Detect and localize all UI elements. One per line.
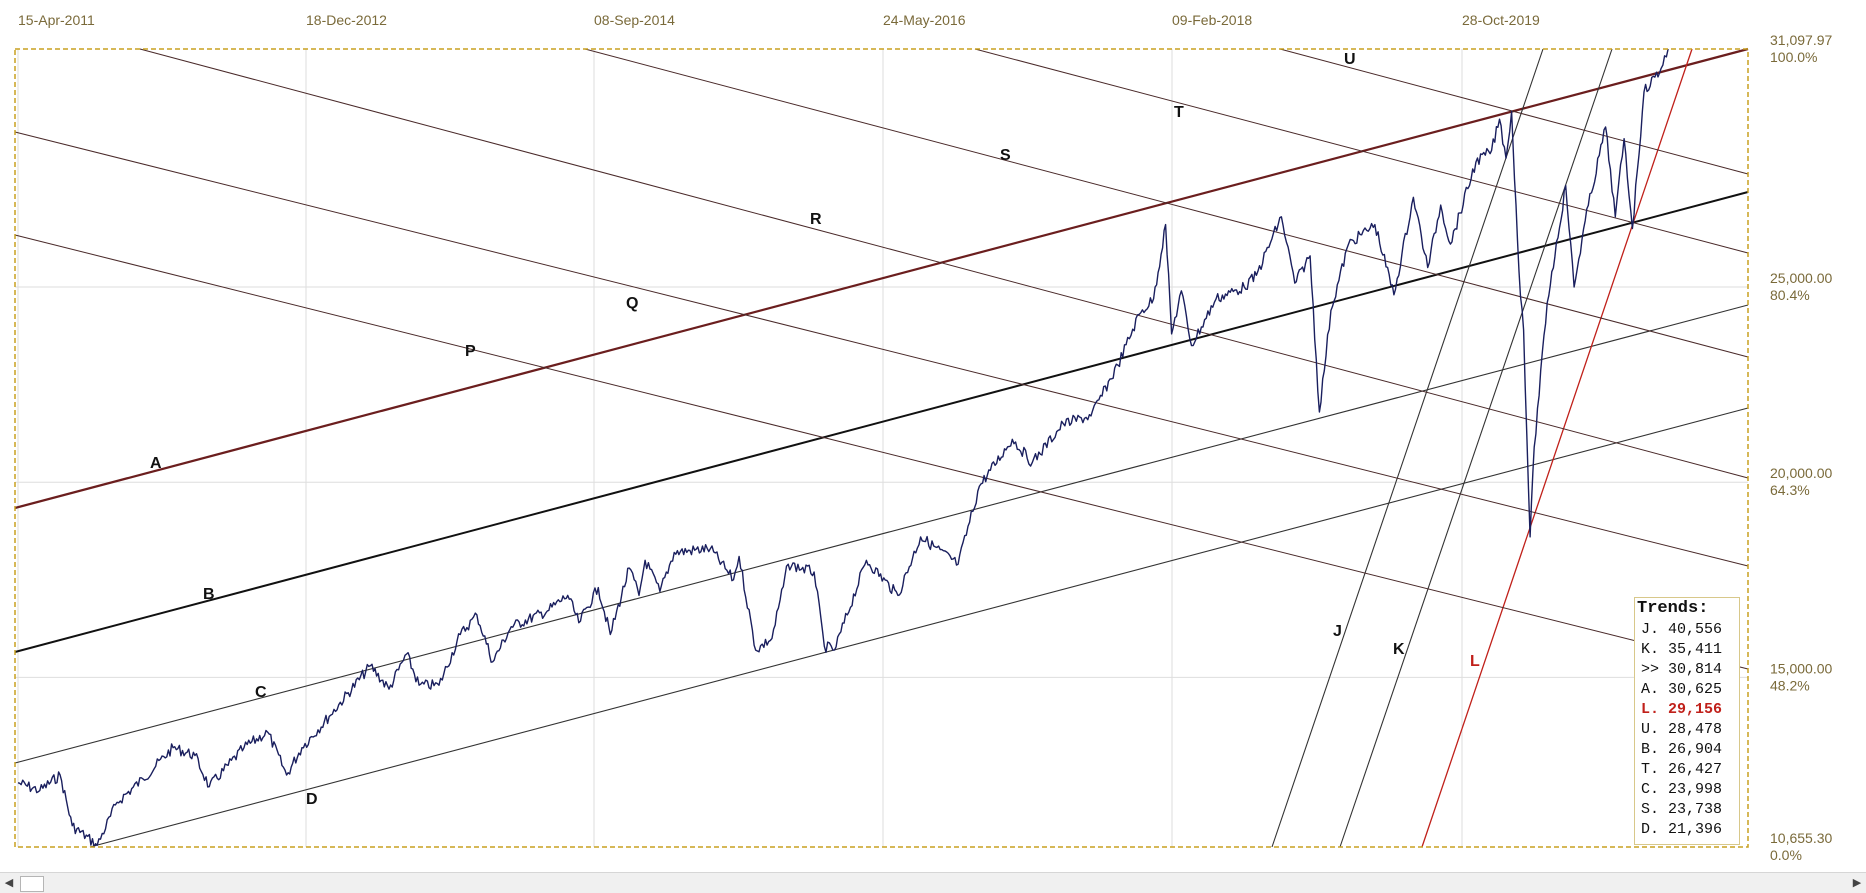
trend-line-label-u: U bbox=[1344, 51, 1356, 68]
grid-layer bbox=[15, 49, 1748, 847]
trend-line-d bbox=[89, 407, 1749, 848]
trend-row: U. 28,478 bbox=[1641, 721, 1723, 738]
trends-panel: Trends: J. 40,556 K. 35,411 >> 30,814 A. 30… bbox=[1634, 597, 1740, 845]
chart-canvas[interactable]: 15-Apr-2011 18-Dec-2012 08-Sep-2014 24-May-… bbox=[0, 0, 1866, 872]
y-tick-percent: 48.2% bbox=[1770, 677, 1810, 693]
trend-row: D. 21,396 bbox=[1641, 821, 1723, 838]
y-tick-percent: 80.4% bbox=[1770, 287, 1810, 303]
trend-row: B. 26,904 bbox=[1641, 741, 1723, 758]
trend-line-p bbox=[14, 234, 1749, 670]
trends-list: J. 40,556 K. 35,411 >> 30,814 A. 30,625 L. 2… bbox=[1635, 620, 1739, 840]
trend-line-label-c: C bbox=[255, 684, 267, 701]
trend-row: T. 26,427 bbox=[1641, 761, 1723, 778]
trend-line-label-d: D bbox=[306, 791, 318, 808]
trend-line-label-a: A bbox=[150, 455, 162, 472]
scroll-right-arrow-icon[interactable]: ▶ bbox=[1852, 877, 1862, 889]
trend-line-t bbox=[974, 48, 1749, 254]
x-tick-label: 15-Apr-2011 bbox=[18, 12, 95, 28]
trend-line-j bbox=[1271, 48, 1544, 848]
trend-row: A. 30,625 bbox=[1641, 681, 1723, 698]
trend-line-u bbox=[1279, 48, 1749, 175]
trend-row: >> 30,814 bbox=[1641, 661, 1723, 678]
trend-line-label-l: L bbox=[1470, 653, 1480, 670]
trends-title: Trends: bbox=[1637, 599, 1709, 618]
y-tick-label: 20,000.00 bbox=[1770, 465, 1832, 481]
y-tick-label: 25,000.00 bbox=[1770, 270, 1832, 286]
trend-line-s bbox=[584, 48, 1749, 358]
y-tick-percent: 64.3% bbox=[1770, 482, 1810, 498]
trend-row: S. 23,738 bbox=[1641, 801, 1723, 818]
trend-line-label-k: K bbox=[1393, 641, 1405, 658]
trend-line-q bbox=[14, 131, 1749, 567]
trend-line-k bbox=[1339, 48, 1613, 848]
trend-row: L. 29,156 bbox=[1641, 701, 1723, 718]
trend-line-labels: A B C D J K L P Q R S T U bbox=[150, 51, 1480, 808]
price-line bbox=[17, 48, 1669, 848]
trend-line-label-s: S bbox=[1000, 147, 1011, 164]
trend-line-label-b: B bbox=[203, 586, 215, 603]
horizontal-scrollbar[interactable]: ◀ ▶ bbox=[0, 872, 1866, 893]
trend-line-label-j: J bbox=[1333, 623, 1342, 640]
chart-background bbox=[0, 0, 1866, 872]
plot-frame bbox=[14, 48, 1749, 848]
trend-line-b bbox=[14, 191, 1749, 653]
trend-row: K. 35,411 bbox=[1641, 641, 1723, 658]
trend-line-label-p: P bbox=[465, 343, 476, 360]
scroll-thumb[interactable] bbox=[20, 876, 44, 892]
trend-line-label-q: Q bbox=[626, 295, 638, 312]
y-tick-label: 15,000.00 bbox=[1770, 660, 1832, 676]
x-tick-label: 08-Sep-2014 bbox=[594, 12, 675, 28]
trend-row: J. 40,556 bbox=[1641, 621, 1723, 638]
x-tick-label: 18-Dec-2012 bbox=[306, 12, 387, 28]
trend-line-c bbox=[14, 304, 1749, 764]
x-tick-label: 28-Oct-2019 bbox=[1462, 12, 1540, 28]
trend-line-label-t: T bbox=[1174, 104, 1184, 121]
x-tick-label: 09-Feb-2018 bbox=[1172, 12, 1252, 28]
trend-line-label-r: R bbox=[810, 211, 822, 228]
price-series bbox=[17, 48, 1669, 848]
x-axis-labels: 15-Apr-2011 18-Dec-2012 08-Sep-2014 24-May-… bbox=[18, 12, 1540, 28]
y-tick-percent: 0.0% bbox=[1770, 847, 1802, 863]
trend-line-r bbox=[139, 48, 1749, 479]
trend-line-a bbox=[14, 47, 1749, 510]
scroll-left-arrow-icon[interactable]: ◀ bbox=[4, 877, 14, 889]
x-tick-label: 24-May-2016 bbox=[883, 12, 966, 28]
y-tick-label: 31,097.97 bbox=[1770, 32, 1832, 48]
trend-row: C. 23,998 bbox=[1641, 781, 1723, 798]
y-tick-percent: 100.0% bbox=[1770, 49, 1817, 65]
trend-lines bbox=[14, 47, 1749, 848]
trend-line-l bbox=[1421, 48, 1693, 848]
y-tick-label: 10,655.30 bbox=[1770, 830, 1832, 846]
